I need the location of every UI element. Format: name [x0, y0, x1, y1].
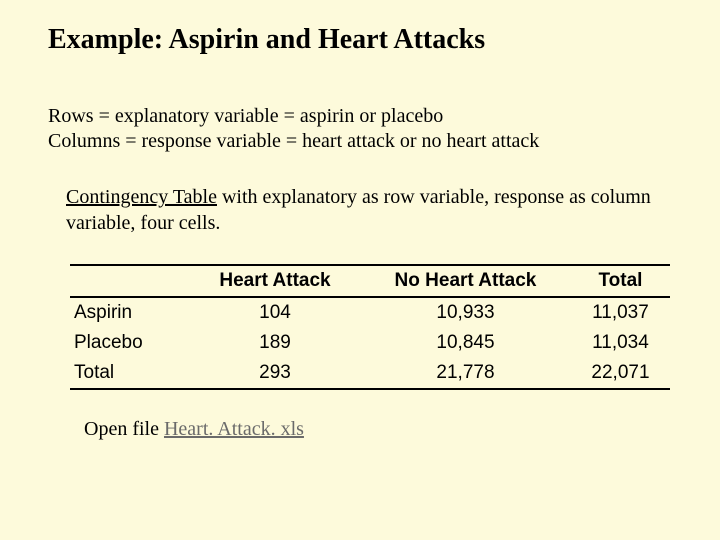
description-block: Contingency Table with explanatory as ro… — [66, 184, 680, 236]
table-header-heart-attack: Heart Attack — [190, 265, 360, 297]
definitions-block: Rows = explanatory variable = aspirin or… — [48, 104, 680, 154]
row-label: Placebo — [70, 328, 190, 358]
contingency-term: Contingency Table — [66, 186, 217, 208]
table-row: Placebo 189 10,845 11,034 — [70, 328, 670, 358]
table-header-row: Heart Attack No Heart Attack Total — [70, 265, 670, 297]
cell-value: 104 — [190, 297, 360, 328]
table-row: Aspirin 104 10,933 11,037 — [70, 297, 670, 328]
cell-value: 21,778 — [360, 358, 571, 389]
open-file-line: Open file Heart. Attack. xls — [84, 418, 680, 441]
file-link[interactable]: Heart. Attack. xls — [164, 418, 304, 440]
cell-value: 189 — [190, 328, 360, 358]
cell-value: 293 — [190, 358, 360, 389]
slide: Example: Aspirin and Heart Attacks Rows … — [0, 0, 720, 540]
table-header-no-heart-attack: No Heart Attack — [360, 265, 571, 297]
contingency-table: Heart Attack No Heart Attack Total Aspir… — [70, 264, 670, 390]
open-file-prefix: Open file — [84, 418, 164, 440]
row-label: Total — [70, 358, 190, 389]
cell-value: 11,037 — [571, 297, 670, 328]
columns-definition: Columns = response variable = heart atta… — [48, 129, 680, 154]
table-header-blank — [70, 265, 190, 297]
cell-value: 10,933 — [360, 297, 571, 328]
rows-definition: Rows = explanatory variable = aspirin or… — [48, 104, 680, 129]
table-header-total: Total — [571, 265, 670, 297]
table-row: Total 293 21,778 22,071 — [70, 358, 670, 389]
cell-value: 11,034 — [571, 328, 670, 358]
slide-title: Example: Aspirin and Heart Attacks — [48, 24, 680, 56]
cell-value: 10,845 — [360, 328, 571, 358]
cell-value: 22,071 — [571, 358, 670, 389]
contingency-table-wrap: Heart Attack No Heart Attack Total Aspir… — [70, 264, 670, 390]
row-label: Aspirin — [70, 297, 190, 328]
